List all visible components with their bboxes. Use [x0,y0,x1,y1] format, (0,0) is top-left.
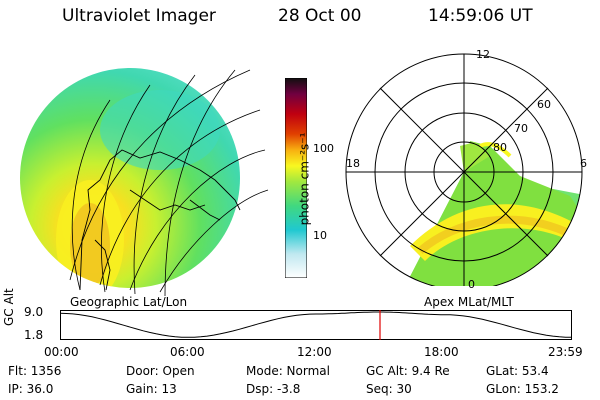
altitude-ytick-bottom: 1.8 [24,328,44,342]
xtick-1800: 18:00 [424,345,459,359]
geographic-image [20,68,269,297]
status-seq: Seq: 30 [366,382,412,396]
altitude-ylabel: GC Alt [2,288,16,326]
time-label: 14:59:06 UT [428,6,533,26]
status-gain: Gain: 13 [126,382,177,396]
status-ip: IP: 36.0 [8,382,54,396]
lat-label-60: 60 [537,98,551,111]
left-panel-caption: Geographic Lat/Lon [70,295,188,309]
colorbar-tick-10: 10 [313,229,327,242]
xtick-0000: 00:00 [44,345,79,359]
xtick-1200: 12:00 [297,345,332,359]
lat-label-70: 70 [514,122,528,135]
status-dsp: Dsp: -3.8 [246,382,301,396]
mlt-label-12: 12 [476,48,490,61]
mlt-label-0: 0 [468,278,475,291]
mlt-label-6: 6 [580,157,587,170]
status-glat: GLat: 53.4 [486,364,549,378]
status-glon: GLon: 153.2 [486,382,559,396]
colorbar-scale [285,78,307,278]
xtick-0600: 06:00 [170,345,205,359]
xtick-2359: 23:59 [548,345,583,359]
right-panel-caption: Apex MLat/MLT [424,295,514,309]
date-label: 28 Oct 00 [278,6,362,26]
lat-label-80: 80 [493,141,507,154]
app-title: Ultraviolet Imager [62,6,216,26]
status-gcalt: GC Alt: 9.4 Re [366,364,450,378]
polar-image [345,53,583,286]
status-mode: Mode: Normal [246,364,330,378]
colorbar-tick-100: 100 [313,142,334,155]
status-door: Door: Open [126,364,195,378]
altitude-ytick-top: 9.0 [24,305,44,319]
status-flt: Flt: 1356 [8,364,62,378]
altitude-plot [60,310,572,340]
colorbar-unit-label: photon cm⁻²s⁻¹ [297,132,312,226]
mlt-label-18: 18 [346,157,360,170]
